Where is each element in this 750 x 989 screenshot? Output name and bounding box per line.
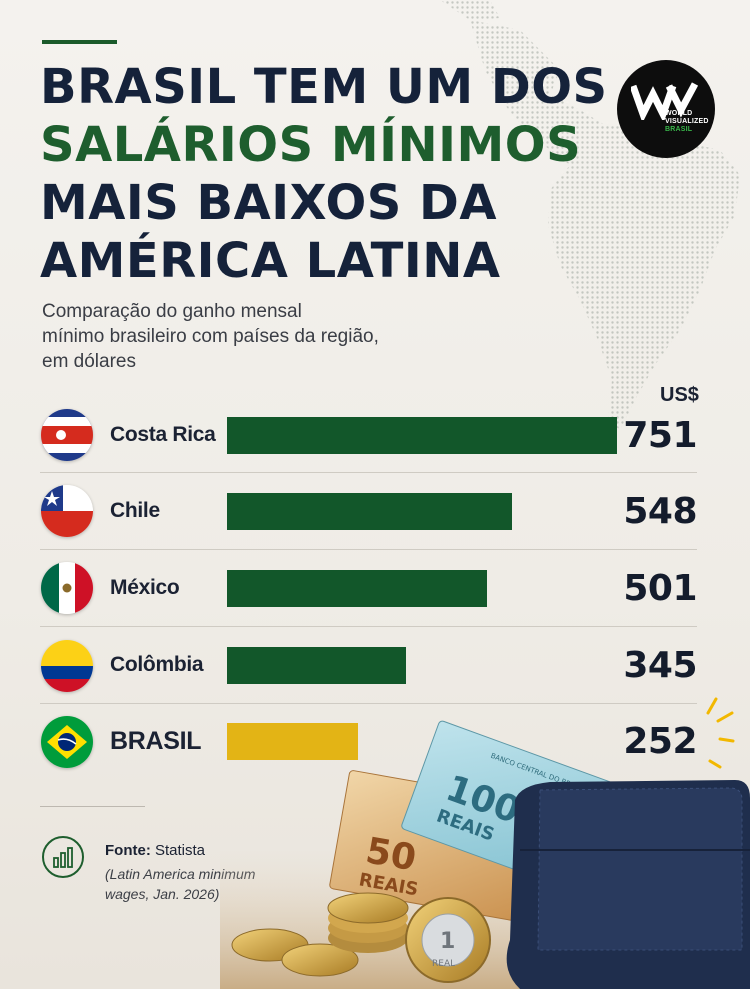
title-line-2-highlight: SALÁRIOS MÍNIMOS <box>40 117 582 173</box>
source-chart-icon <box>42 836 84 878</box>
wv-logo-mark-icon <box>631 82 699 120</box>
bar-colombia <box>227 647 406 684</box>
world-visualized-brasil-logo: WORLD VISUALIZED BRASIL <box>617 60 715 158</box>
value-label-brasil: 252 <box>623 721 697 762</box>
title-line-1: BRASIL TEM UM DOS <box>40 59 608 115</box>
value-label-costa-rica: 751 <box>623 415 697 456</box>
value-label-colombia: 345 <box>623 645 697 686</box>
row-separator <box>40 472 697 473</box>
bar-chile <box>227 493 512 530</box>
subtitle-line-1: Comparação do ganho mensal <box>42 301 302 322</box>
value-label-chile: 548 <box>623 491 697 532</box>
bar-chart-icon <box>53 847 73 868</box>
row-separator <box>40 549 697 550</box>
country-label-chile: Chile <box>110 499 160 522</box>
coin-word: REAL <box>432 959 455 969</box>
chart-subtitle: Comparação do ganho mensal mínimo brasil… <box>42 299 422 374</box>
page-title: BRASIL TEM UM DOS SALÁRIOS MÍNIMOS MAIS … <box>40 58 608 290</box>
subtitle-line-3: em dólares <box>42 351 136 372</box>
country-label-mexico: México <box>110 576 180 599</box>
latin-america-map-background <box>440 0 740 430</box>
source-detail-line-1: (Latin America minimum <box>105 866 256 882</box>
row-separator <box>40 626 697 627</box>
coin-value: 1 <box>440 929 455 954</box>
country-label-brasil: BRASIL <box>110 727 202 755</box>
highlight-spark-icon <box>706 697 735 769</box>
logo-text-brasil: BRASIL <box>665 126 693 133</box>
note-50-value: 50 <box>363 830 419 879</box>
bar-costa-rica <box>227 417 617 454</box>
title-accent-line <box>42 40 117 44</box>
logo-text-world: WORLD <box>665 110 693 117</box>
bar-mexico <box>227 570 487 607</box>
wallet-money-illustration: 50 REAIS BANCO CENTRAL DO BRASIL 100 REA… <box>220 720 750 989</box>
title-line-3: MAIS BAIXOS DA <box>40 175 498 231</box>
source-name: Statista <box>155 842 206 859</box>
value-unit-label: US$ <box>660 384 699 406</box>
country-label-costa-rica: Costa Rica <box>110 423 216 446</box>
country-label-colombia: Colômbia <box>110 653 204 676</box>
source-label: Fonte: <box>105 842 151 859</box>
source-detail-line-2: wages, Jan. 2026) <box>105 886 220 902</box>
subtitle-line-2: mínimo brasileiro com países da região, <box>42 326 379 347</box>
row-separator <box>40 703 697 704</box>
source-text: Fonte: Statista <box>105 842 205 859</box>
title-line-4: AMÉRICA LATINA <box>40 233 501 289</box>
source-separator <box>40 806 145 807</box>
brazil-flag-icon <box>41 716 93 768</box>
mexico-flag-icon <box>41 562 93 614</box>
colombia-flag-icon <box>41 640 93 692</box>
value-label-mexico: 501 <box>623 568 697 609</box>
chile-flag-icon <box>41 485 93 537</box>
bar-brasil <box>227 723 358 760</box>
logo-text-visualized: VISUALIZED <box>665 118 709 125</box>
costa-rica-flag-icon <box>41 409 93 461</box>
